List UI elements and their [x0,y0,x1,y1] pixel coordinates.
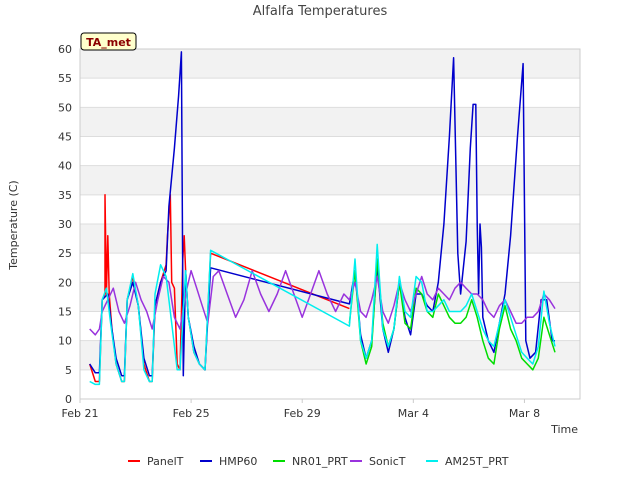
grid [80,48,580,400]
x-tick-label: Feb 29 [284,407,321,420]
y-tick-label: 35 [58,189,72,202]
legend-label-panelt: PanelT [147,455,184,468]
plot-band [80,253,580,283]
plot-band [80,136,580,166]
plot-band [80,369,580,399]
plot-band [80,340,580,370]
y-tick-label: 40 [58,160,72,173]
plot-frame [79,48,581,400]
series-line-hmp60 [89,51,555,377]
plot-band [80,49,580,79]
legend: PanelT HMP60 NR01_PRT SonicT AM25T_PRT [128,455,509,468]
annotation-label: TA_met [86,36,131,49]
legend-label-sonict: SonicT [369,455,406,468]
x-axis-ticks: Feb 21 Feb 25 Feb 29 Mar 4 Mar 8 [62,399,540,420]
y-tick-label: 30 [58,218,72,231]
x-tick-label: Mar 4 [398,407,429,420]
annotation-box: TA_met [80,32,137,51]
series-line-am25t-prt [89,243,556,386]
y-tick-label: 20 [58,276,72,289]
y-tick-label: 25 [58,247,72,260]
annotation-box-background [80,32,137,51]
y-tick-label: 15 [58,306,72,319]
y-tick-label: 10 [58,335,72,348]
plot-band [80,165,580,195]
series-line-sonict [89,269,556,336]
plot-band [80,78,580,108]
y-tick-label: 60 [58,43,72,56]
x-tick-label: Feb 21 [62,407,99,420]
series-layer [88,51,556,386]
x-tick-label: Feb 25 [173,407,210,420]
series-line-nr01-prt [348,258,556,371]
y-axis-ticks: 0 5 10 15 20 25 30 35 40 45 50 55 60 [58,43,72,406]
plot-band [80,107,580,137]
y-axis-label: Temperature (C) [7,180,20,270]
y-tick-label: 45 [58,131,72,144]
plot-area [80,49,580,399]
legend-label-am25t-prt: AM25T_PRT [445,455,509,468]
legend-label-hmp60: HMP60 [219,455,257,468]
y-tick-label: 0 [65,393,72,406]
y-tick-label: 55 [58,72,72,85]
plot-band [80,194,580,224]
x-tick-label: Mar 8 [509,407,540,420]
x-axis-label: Time [550,423,578,436]
plot-band [80,224,580,254]
chart-title: Alfalfa Temperatures [253,4,388,19]
plot-band [80,282,580,312]
y-tick-label: 50 [58,101,72,114]
y-tick-label: 5 [65,364,72,377]
legend-label-nr01-prt: NR01_PRT [292,455,348,468]
